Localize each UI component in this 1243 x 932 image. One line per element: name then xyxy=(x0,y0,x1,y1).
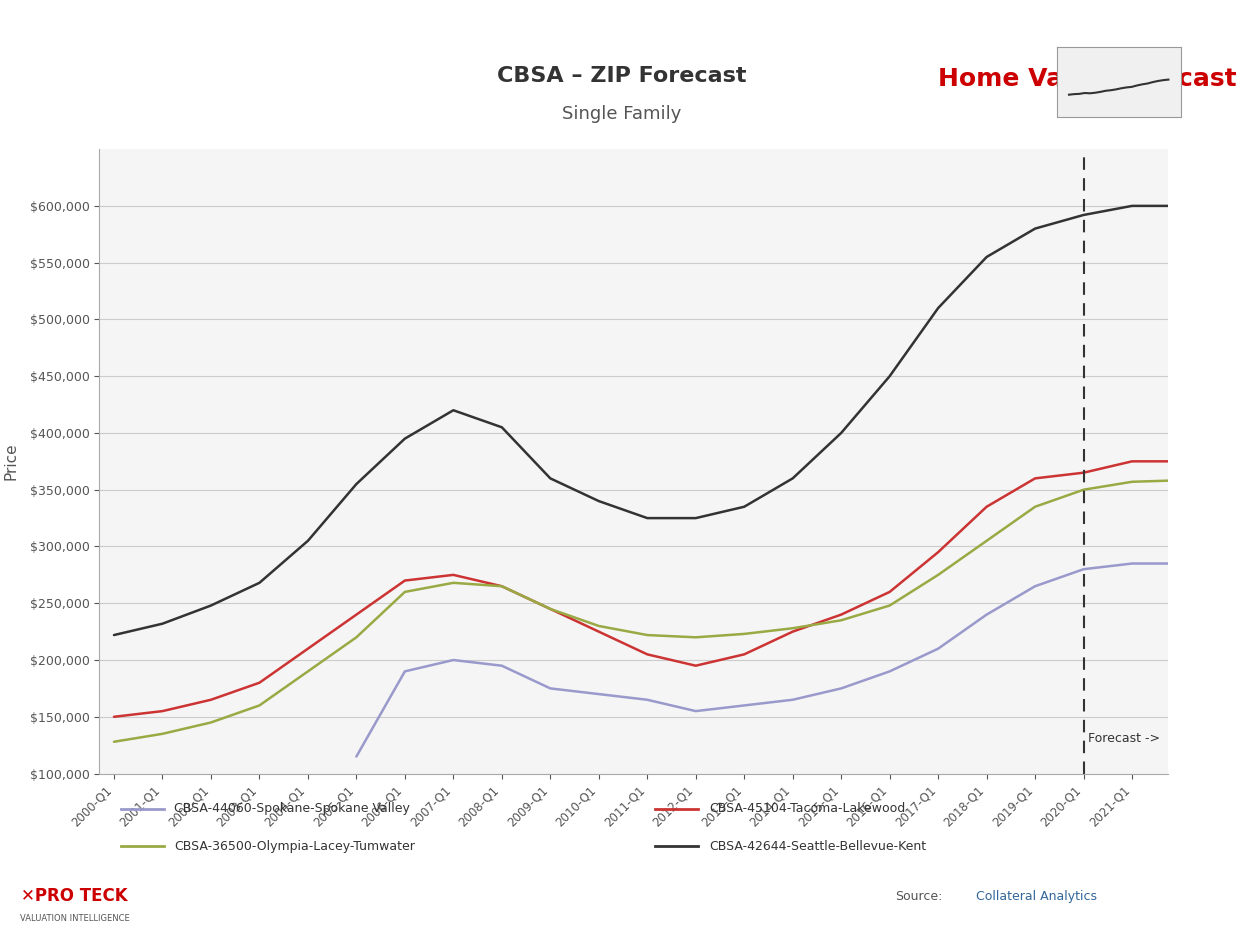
Text: Single Family: Single Family xyxy=(562,104,681,123)
Text: VALUATION INTELLIGENCE: VALUATION INTELLIGENCE xyxy=(20,914,129,924)
Text: CBSA-45104-Tacoma-Lakewood: CBSA-45104-Tacoma-Lakewood xyxy=(709,802,905,816)
Text: Home Value Forecast: Home Value Forecast xyxy=(938,67,1237,91)
Y-axis label: Price: Price xyxy=(4,443,19,480)
Text: CBSA-36500-Olympia-Lacey-Tumwater: CBSA-36500-Olympia-Lacey-Tumwater xyxy=(174,840,415,853)
Text: ✕PRO TECK: ✕PRO TECK xyxy=(21,887,128,905)
Text: Source:: Source: xyxy=(895,890,942,902)
Text: CBSA-42644-Seattle-Bellevue-Kent: CBSA-42644-Seattle-Bellevue-Kent xyxy=(709,840,926,853)
Text: CBSA – ZIP Forecast: CBSA – ZIP Forecast xyxy=(497,66,746,86)
Text: Forecast ->: Forecast -> xyxy=(1089,733,1161,746)
Text: Collateral Analytics: Collateral Analytics xyxy=(976,890,1096,902)
Text: CBSA-44060-Spokane-Spokane Valley: CBSA-44060-Spokane-Spokane Valley xyxy=(174,802,410,816)
